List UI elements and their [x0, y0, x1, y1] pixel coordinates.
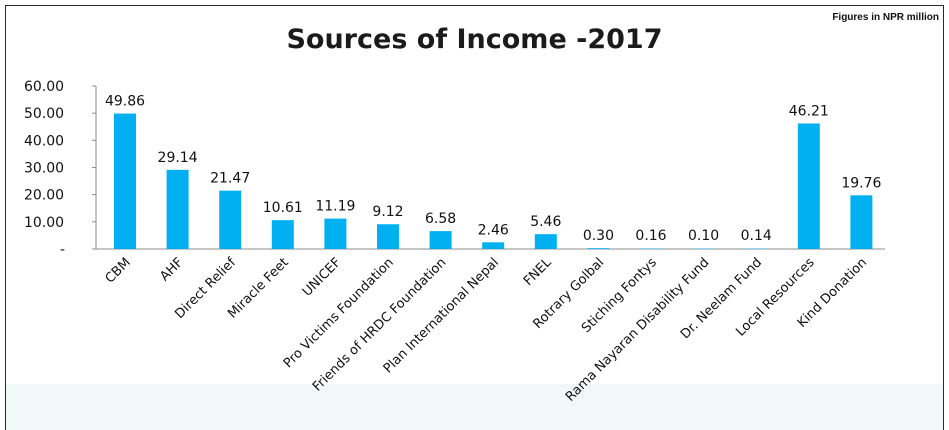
- bottom-band: [6, 384, 943, 430]
- y-tick-label: 10.00: [24, 215, 64, 231]
- category-label: FNEL: [521, 255, 555, 289]
- bar: [797, 123, 820, 249]
- data-label: 9.12: [372, 204, 403, 220]
- data-label: 6.58: [425, 211, 456, 227]
- data-label: 5.46: [530, 214, 561, 230]
- data-label: 2.46: [478, 222, 509, 238]
- chart-title: Sources of Income -2017: [286, 24, 663, 55]
- chart-frame: Figures in NPR million Sources of Income…: [5, 5, 944, 430]
- bar: [482, 242, 505, 249]
- category-label: CBM: [103, 255, 134, 286]
- bar: [534, 234, 557, 249]
- data-label: 11.19: [315, 199, 355, 215]
- data-label: 19.76: [841, 175, 881, 191]
- y-tick-label: 30.00: [24, 161, 64, 177]
- data-label: 49.86: [105, 94, 145, 110]
- bar: [850, 195, 873, 249]
- bar: [166, 169, 189, 249]
- bar: [271, 220, 294, 249]
- bar: [219, 190, 242, 249]
- y-tick-label: 40.00: [24, 133, 64, 149]
- data-label: 29.14: [158, 150, 198, 166]
- category-label: Pro Victims Foundation: [281, 255, 397, 371]
- category-label: UNICEF: [300, 255, 344, 299]
- data-label: 0.10: [688, 228, 719, 244]
- bar-chart: - 10.00 20.00 30.00 40.00 50.00 60.00 49.86 CBM 2…: [24, 79, 885, 405]
- data-label: 0.14: [741, 228, 772, 244]
- y-tick-label: 50.00: [24, 106, 64, 122]
- data-label: 0.30: [583, 228, 614, 244]
- bar: [587, 248, 610, 249]
- category-label: AHF: [157, 255, 186, 284]
- data-label: 10.61: [263, 200, 303, 216]
- data-label: 0.16: [635, 228, 666, 244]
- bar: [377, 224, 399, 249]
- bar: [324, 218, 347, 249]
- y-tick-label: 20.00: [24, 188, 64, 204]
- data-label: 21.47: [210, 171, 250, 187]
- y-tick-label: -: [60, 242, 65, 258]
- y-tick-label: 60.00: [24, 79, 64, 95]
- data-label: 46.21: [789, 103, 829, 119]
- bar: [114, 113, 136, 249]
- figures-note: Figures in NPR million: [832, 12, 939, 23]
- bar: [429, 231, 452, 249]
